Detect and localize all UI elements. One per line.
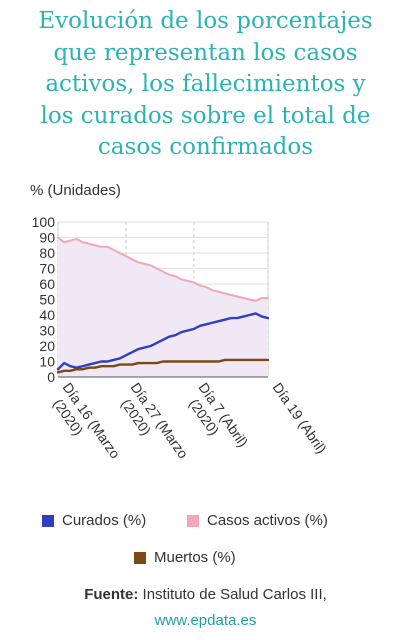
- y-tick-label: 20: [39, 338, 55, 354]
- series-line-0: [56, 312, 270, 371]
- y-tick-label: 90: [39, 230, 55, 246]
- y-tick-label: 30: [39, 323, 55, 339]
- legend-item-muertos: Muertos (%): [134, 549, 236, 566]
- y-tick-label: 0: [47, 369, 55, 385]
- legend-label: Curados (%): [62, 512, 147, 529]
- y-tick-label: 100: [32, 214, 56, 230]
- y-tick-label: 10: [39, 354, 55, 370]
- y-tick-label: 80: [39, 245, 55, 261]
- x-tick-label: Día 27 (Marzo(2020): [118, 380, 191, 462]
- series-line-2: [56, 358, 270, 374]
- y-tick-label: 70: [39, 261, 55, 277]
- source-line: Fuente: Instituto de Salud Carlos III,: [0, 586, 411, 603]
- title-line: activos, los fallecimientos y: [45, 71, 366, 97]
- source-text: Instituto de Salud Carlos III,: [142, 586, 327, 603]
- x-tick-label-line: Día 19 (Abril): [270, 380, 330, 457]
- legend-item-activos: Casos activos (%): [187, 512, 328, 529]
- source-label: Fuente:: [84, 586, 139, 603]
- series-layer: [56, 236, 270, 374]
- source-link[interactable]: www.epdata.es: [154, 612, 257, 629]
- y-axis-label: % (Unidades): [30, 182, 121, 199]
- y-tick-label: 50: [39, 292, 55, 308]
- chart-title: Evolución de los porcentajes que represe…: [0, 6, 411, 164]
- y-tick-label: 40: [39, 307, 55, 323]
- title-line: Evolución de los porcentajes: [38, 8, 373, 34]
- area-casos-activos: [58, 237, 268, 377]
- legend-label: Casos activos (%): [207, 512, 328, 529]
- series-line-1: [57, 236, 269, 303]
- y-tick-label: 60: [39, 276, 55, 292]
- x-tick-label: Día 7 (Abril)(2020): [186, 380, 251, 450]
- legend-label: Muertos (%): [154, 549, 236, 566]
- title-line: que representan los casos: [53, 39, 358, 66]
- legend-item-curados: Curados (%): [42, 512, 146, 529]
- area-fill: [58, 237, 268, 377]
- title-line: casos confirmados: [97, 134, 314, 160]
- x-tick-label: Día 19 (Abril): [270, 380, 330, 457]
- legend-swatch-activos: [187, 514, 199, 527]
- legend-swatch-muertos: [134, 551, 146, 564]
- title-line: los curados sobre el total de: [40, 102, 371, 129]
- x-tick-label: Día 16 (Marzo(2020): [50, 380, 123, 462]
- legend-swatch-curados: [42, 514, 54, 527]
